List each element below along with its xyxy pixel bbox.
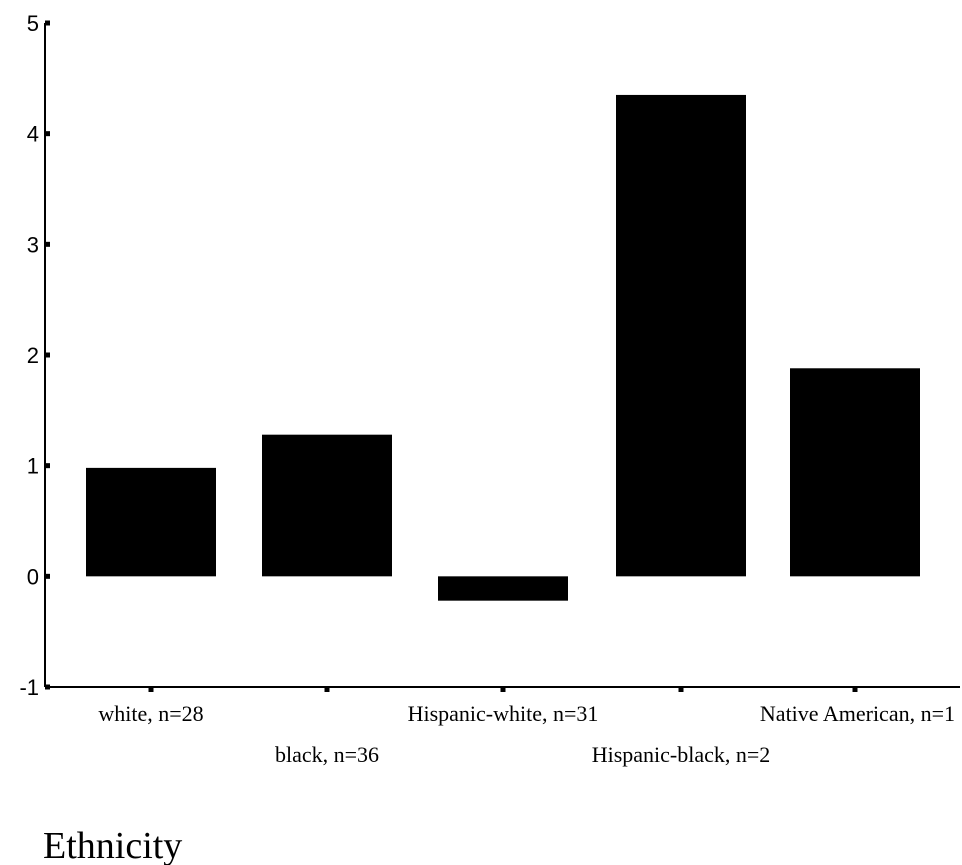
y-tick-label: 5 — [27, 11, 39, 36]
x-tick-mark — [500, 687, 506, 692]
y-tick-label: 0 — [27, 564, 39, 589]
bars — [86, 94, 920, 601]
x-tick-label: Native American, n=1 — [760, 701, 955, 726]
bar — [262, 434, 392, 577]
y-tick-label: 1 — [27, 454, 39, 479]
x-tick-label: white, n=28 — [98, 701, 203, 726]
x-tick-label: Hispanic-white, n=31 — [408, 701, 599, 726]
y-tick-mark — [45, 352, 50, 358]
y-tick-label: 2 — [27, 343, 39, 368]
y-tick-mark — [45, 573, 50, 579]
y-tick-mark — [45, 131, 50, 137]
x-tick-mark — [678, 687, 684, 692]
y-tick-mark — [45, 684, 50, 690]
y-tick-label: 3 — [27, 232, 39, 257]
y-ticks: 5 4 3 2 1 0 -1 — [19, 11, 50, 700]
x-tick-mark — [324, 687, 330, 692]
y-tick-label: -1 — [19, 675, 39, 700]
y-tick-label: 4 — [27, 122, 39, 147]
bar — [616, 94, 746, 577]
x-tick-label: Hispanic-black, n=2 — [592, 742, 771, 767]
x-tick-mark — [148, 687, 154, 692]
x-tick-mark — [852, 687, 858, 692]
x-tick-label: black, n=36 — [275, 742, 379, 767]
x-axis-title: Ethnicity — [43, 825, 182, 865]
bar — [790, 368, 920, 577]
y-tick-mark — [45, 20, 50, 26]
y-tick-mark — [45, 241, 50, 247]
bar — [86, 467, 216, 577]
bar — [438, 576, 568, 601]
y-tick-mark — [45, 463, 50, 469]
x-tick-labels: white, n=28 black, n=36 Hispanic-white, n=… — [98, 701, 955, 767]
x-ticks — [148, 687, 858, 692]
